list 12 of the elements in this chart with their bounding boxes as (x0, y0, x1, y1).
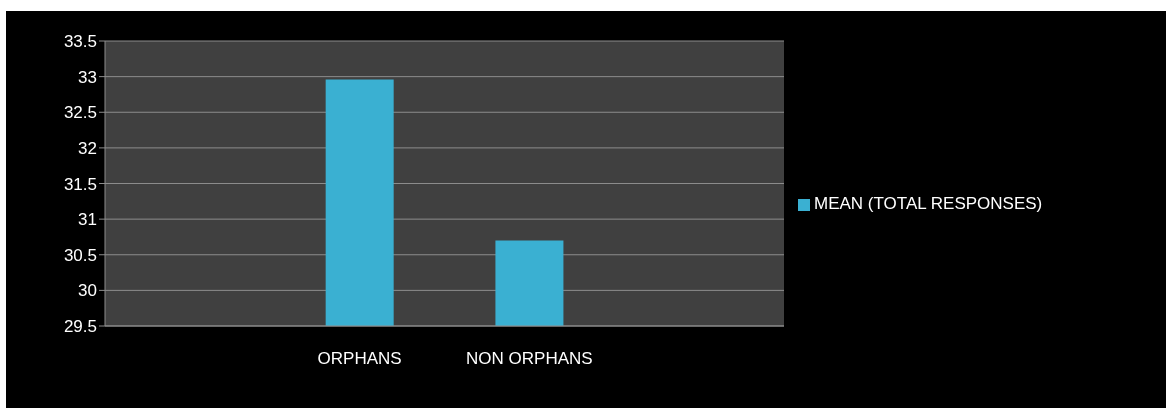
y-tick-label: 33 (78, 67, 97, 87)
x-tick-label: NON ORPHANS (466, 349, 593, 369)
y-tick-label: 30 (78, 281, 97, 301)
y-tick-label: 33.5 (63, 32, 97, 52)
y-tick-label: 31 (78, 210, 97, 230)
y-tick-label: 29.5 (63, 317, 97, 337)
legend-label: MEAN (TOTAL RESPONSES) (814, 194, 1043, 213)
x-tick-label: ORPHANS (317, 349, 402, 369)
y-tick-label: 31.5 (63, 174, 97, 194)
y-tick-label: 32 (78, 138, 97, 158)
y-tick-label: 30.5 (63, 245, 97, 265)
y-tick-label: 32.5 (63, 103, 97, 123)
